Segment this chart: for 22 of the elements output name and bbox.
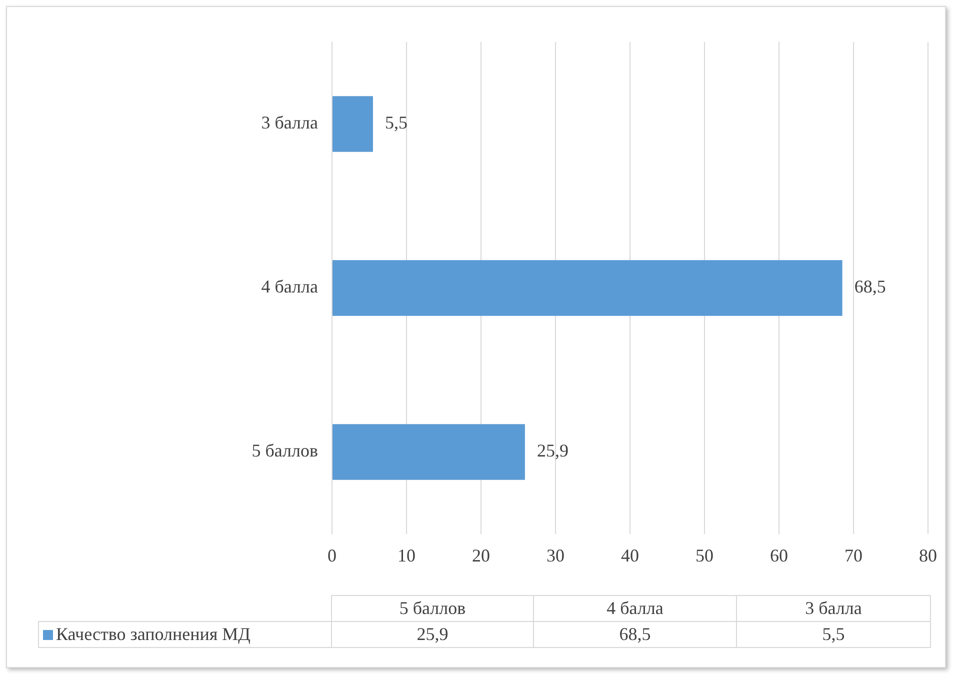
data-label: 25,9 — [536, 440, 568, 461]
x-tick-label: 20 — [472, 546, 490, 566]
y-tick-label: 4 балла — [261, 276, 318, 297]
data-label: 5,5 — [384, 112, 408, 133]
x-tick-label: 60 — [770, 546, 788, 566]
category-label: 3 балла — [805, 598, 862, 618]
y-tick-label: 5 баллов — [252, 440, 318, 461]
text: 5,5 — [822, 624, 845, 644]
category-label: 4 балла — [606, 598, 664, 618]
legend-label: Качество заполнения МД — [38, 622, 332, 648]
x-tick-label: 0 — [328, 546, 336, 566]
text: 25,9 — [416, 624, 448, 644]
category-label: 5 баллов — [399, 598, 466, 618]
x-tick-label: 40 — [621, 546, 639, 566]
x-tick-label: 80 — [919, 546, 937, 566]
x-tick-label: 50 — [696, 546, 714, 566]
data-label: 68,5 — [854, 276, 886, 297]
text: 68,5 — [619, 624, 651, 644]
x-tick-label: 70 — [844, 546, 862, 566]
x-tick-label: 30 — [546, 546, 564, 566]
y-tick-label: 3 балла — [261, 112, 318, 133]
x-tick-label: 10 — [398, 546, 416, 566]
